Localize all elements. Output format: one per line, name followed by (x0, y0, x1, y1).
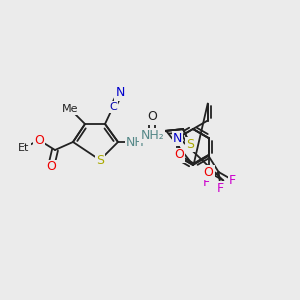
Text: C: C (109, 102, 117, 112)
Text: S: S (186, 138, 194, 151)
Text: F: F (203, 176, 210, 188)
Text: N: N (115, 86, 125, 100)
Text: NH₂: NH₂ (140, 129, 164, 142)
Text: NH: NH (126, 136, 144, 148)
Text: O: O (204, 166, 214, 178)
Text: S: S (96, 154, 104, 166)
Text: F: F (229, 173, 236, 187)
Text: N: N (173, 131, 182, 145)
Text: Et: Et (18, 143, 30, 153)
Text: N: N (173, 131, 182, 145)
Text: O: O (147, 110, 157, 124)
Text: F: F (217, 182, 224, 194)
Text: O: O (34, 134, 44, 146)
Text: Me: Me (62, 104, 78, 114)
Text: O: O (174, 148, 184, 161)
Text: O: O (46, 160, 56, 173)
